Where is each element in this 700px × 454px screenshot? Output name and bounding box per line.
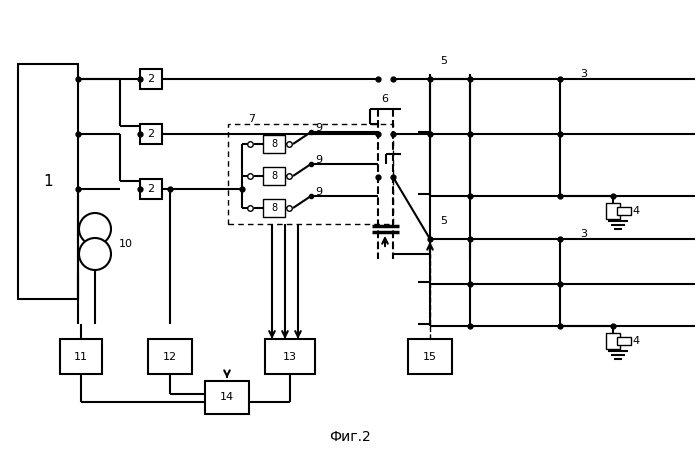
Text: 7: 7 (248, 114, 255, 124)
Text: 5: 5 (440, 56, 447, 66)
Text: 3: 3 (580, 229, 587, 239)
Text: 3: 3 (580, 69, 587, 79)
Bar (617, 337, 631, 345)
Bar (148, 339, 192, 374)
Bar (606, 333, 620, 349)
Circle shape (79, 213, 111, 245)
Text: 2: 2 (148, 129, 155, 139)
Bar (140, 124, 162, 144)
Text: 9: 9 (316, 187, 323, 197)
Bar (18, 64, 78, 299)
Bar (408, 339, 452, 374)
Text: 4: 4 (632, 206, 640, 216)
Bar (606, 203, 620, 219)
Text: 15: 15 (423, 352, 437, 362)
Bar (228, 124, 393, 224)
Text: 9: 9 (316, 155, 323, 165)
Text: 10: 10 (119, 239, 133, 249)
Bar (617, 207, 631, 215)
Bar (263, 199, 285, 217)
Bar (140, 179, 162, 199)
Text: 12: 12 (163, 352, 177, 362)
Text: 11: 11 (74, 352, 88, 362)
Bar (263, 135, 285, 153)
Text: 13: 13 (283, 352, 297, 362)
Text: 2: 2 (148, 74, 155, 84)
Bar (205, 381, 249, 414)
Text: 8: 8 (271, 203, 277, 213)
Text: 2: 2 (148, 184, 155, 194)
Circle shape (79, 238, 111, 270)
Bar (60, 339, 102, 374)
Text: 14: 14 (220, 392, 234, 402)
Bar (265, 339, 315, 374)
Text: 5: 5 (440, 216, 447, 226)
Text: 8: 8 (271, 139, 277, 149)
Bar (140, 69, 162, 89)
Text: 8: 8 (271, 171, 277, 181)
Text: 6: 6 (382, 94, 388, 104)
Text: 1: 1 (43, 174, 52, 189)
Text: 9: 9 (316, 123, 323, 133)
Bar (263, 167, 285, 185)
Text: Фиг.2: Фиг.2 (329, 430, 371, 444)
Text: 4: 4 (632, 336, 640, 346)
